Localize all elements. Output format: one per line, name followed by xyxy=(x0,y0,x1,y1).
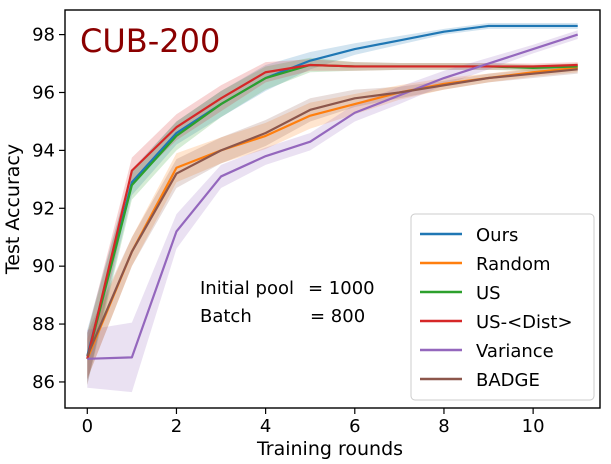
legend-label-us: US xyxy=(476,283,501,304)
legend: Ours Random US US-<Dist> Variance BADGE xyxy=(410,213,595,401)
x-tick-label: 10 xyxy=(522,416,545,437)
x-axis-label: Training rounds xyxy=(256,438,403,460)
series-lines xyxy=(86,24,579,360)
legend-label-badge: BADGE xyxy=(476,370,540,391)
x-tick-label: 8 xyxy=(438,416,449,437)
y-tick-label: 88 xyxy=(32,314,55,335)
line-variance xyxy=(87,33,579,360)
x-tick-label: 6 xyxy=(349,416,360,437)
x-tick-label: 4 xyxy=(260,416,271,437)
y-axis-label: Test Accuracy xyxy=(2,144,24,275)
y-tick-label: 86 xyxy=(32,372,55,393)
legend-label-ours: Ours xyxy=(476,225,518,246)
x-tick-label: 0 xyxy=(82,416,93,437)
y-tick-label: 92 xyxy=(32,198,55,219)
legend-label-us-dist: US-<Dist> xyxy=(476,312,573,333)
y-tick-label: 96 xyxy=(32,82,55,103)
annotation-batch-value: = 800 xyxy=(310,306,365,327)
legend-items: Ours Random US US-<Dist> Variance BADGE xyxy=(420,225,573,391)
y-tick-label: 98 xyxy=(32,25,55,46)
chart-title: CUB-200 xyxy=(80,22,220,60)
line-us-dist xyxy=(86,63,578,360)
annotation-pool-label: Initial pool xyxy=(200,278,294,299)
annotation-pool-value: = 1000 xyxy=(308,278,375,299)
line-ours xyxy=(86,24,578,357)
legend-box xyxy=(410,213,595,401)
x-tick-label: 2 xyxy=(171,416,182,437)
annotation-batch-label: Batch xyxy=(200,306,252,327)
legend-label-random: Random xyxy=(476,254,551,275)
axes: 0 2 4 6 8 10 86 88 90 92 94 96 98 xyxy=(32,25,544,437)
band-badge xyxy=(87,64,578,380)
band-variance xyxy=(87,30,578,393)
legend-label-variance: Variance xyxy=(476,341,554,362)
y-tick-label: 94 xyxy=(32,140,55,161)
annotation: Initial pool = 1000 Batch = 800 xyxy=(200,278,375,327)
line-badge xyxy=(86,68,578,357)
y-tick-label: 90 xyxy=(32,256,55,277)
band-random xyxy=(87,63,578,380)
plot-frame xyxy=(64,9,601,409)
